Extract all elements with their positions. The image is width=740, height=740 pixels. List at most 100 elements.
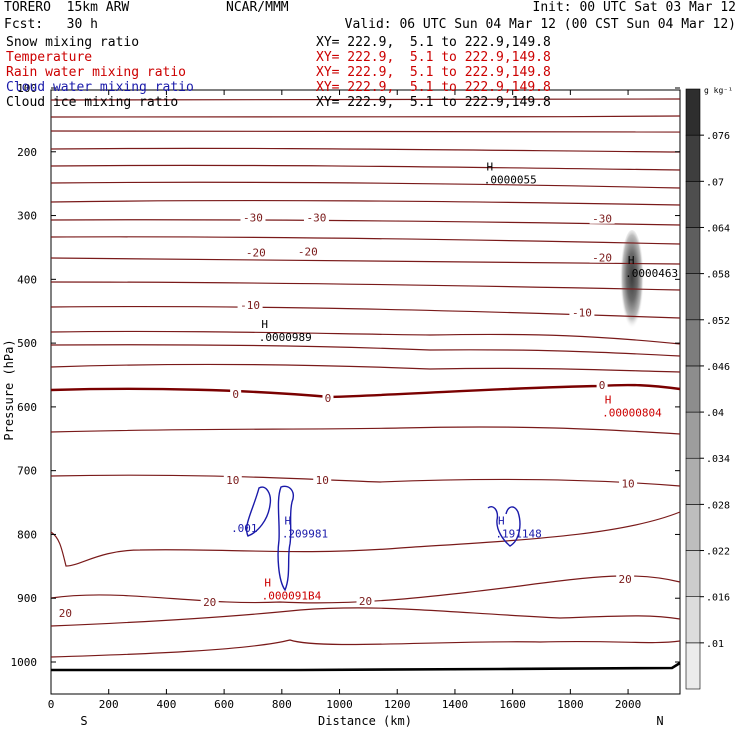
temperature-label: 0 (325, 392, 332, 405)
isotherm-line (50, 181, 681, 189)
center-title: NCAR/MMM (226, 0, 289, 15)
colorbar-swatch (685, 596, 701, 644)
cloud-water-label: .001 (231, 522, 258, 535)
colorbar-label: .07 (706, 177, 724, 188)
y-tick-label: 1000 (11, 656, 38, 669)
plot-frame (50, 89, 681, 695)
isotherm-line (50, 281, 681, 291)
field-name: Cloud ice mixing ratio (6, 95, 179, 110)
isotherm-line (50, 164, 681, 171)
isotherm-line (50, 426, 681, 435)
temperature-label: -20 (246, 247, 266, 260)
x-tick-label: 2000 (615, 698, 642, 711)
field-name: Cloud water mixing ratio (6, 80, 194, 95)
x-tick-label: 400 (156, 698, 176, 711)
x-tick-label: 1000 (326, 698, 353, 711)
y-tick-label: 100 (17, 82, 37, 95)
colorbar-swatch (685, 411, 701, 459)
x-tick-label: 1600 (499, 698, 526, 711)
colorbar-label: .064 (706, 223, 730, 234)
isotherm-line (50, 147, 681, 153)
temperature-label-bg (356, 593, 375, 606)
temperature-label: 0 (599, 379, 606, 392)
y-tick-label: 600 (17, 401, 37, 414)
max-value: .191148 (495, 527, 541, 540)
temperature-label: 20 (619, 573, 632, 586)
cloud-water-contour (277, 485, 294, 592)
endpoint-left: S (80, 714, 87, 728)
colorbar-swatch (685, 365, 701, 413)
temperature-label: 20 (59, 607, 72, 620)
colorbar-swatch (685, 550, 701, 597)
isotherm-line (50, 330, 681, 345)
field-xy: XY= 222.9, 5.1 to 222.9,149.8 (316, 80, 551, 95)
field-xy: XY= 222.9, 5.1 to 222.9,149.8 (316, 95, 551, 110)
x-tick-label: 1800 (557, 698, 584, 711)
max-marker: H (285, 514, 292, 527)
temperature-label-bg (569, 305, 595, 318)
y-axis-label: Pressure (hPa) (2, 339, 16, 440)
max-marker: H (264, 576, 271, 589)
maxima-labels: H.0000055H.0000463H.0000989H.00000804H.2… (231, 160, 678, 602)
colorbar-label: .052 (706, 316, 730, 327)
isotherm-line (50, 607, 681, 627)
temperature-label-bg (223, 473, 242, 486)
colorbar-swatch (685, 88, 701, 136)
max-marker: H (498, 514, 505, 527)
temperature-label: 10 (316, 474, 329, 487)
colorbar-swatch (685, 642, 701, 690)
x-tick-label: 1200 (384, 698, 411, 711)
x-tick-label: 1400 (442, 698, 469, 711)
colorbar-swatch (685, 134, 701, 182)
colorbar-swatch (685, 504, 701, 551)
x-axis-label: Distance (km) (318, 714, 412, 728)
temperature-label-bg (200, 595, 219, 608)
temperature-label-bg (616, 572, 635, 585)
isotherm-line (50, 98, 681, 101)
temperature-label: 20 (359, 595, 372, 608)
temperature-label: 20 (203, 596, 216, 609)
field-xy: XY= 222.9, 5.1 to 222.9,149.8 (316, 65, 551, 80)
temperature-label: -30 (243, 211, 263, 224)
max-value: .0000055 (484, 173, 537, 186)
max-marker: H (605, 393, 612, 406)
temperature-label: -20 (592, 252, 612, 265)
isotherm-line (50, 344, 681, 357)
temperature-label-bg (243, 245, 269, 258)
temperature-label: -10 (240, 299, 260, 312)
colorbar-unit: g kg⁻¹ (704, 86, 733, 95)
y-tick-label: 300 (17, 210, 37, 223)
temperature-label: 10 (226, 474, 239, 487)
temperature-label-bg (295, 244, 321, 257)
cloud-water-contour (246, 486, 272, 537)
init-time: Init: 00 UTC Sat 03 Mar 12 (532, 0, 737, 15)
colorbar-label: .022 (706, 547, 730, 558)
temperature-labels: -30 -30 -30 -20 -20 -20 -10 -10 0 0 0 10 10 10 20 20 20 2… (56, 210, 638, 620)
y-tick-label: 800 (17, 528, 37, 541)
temperature-label-bg (240, 210, 266, 223)
field-xy: XY= 222.9, 5.1 to 222.9,149.8 (316, 50, 551, 65)
temperature-label: -30 (592, 213, 612, 226)
axes: 0 200 400 600 800 1000 1200 1400 1600 1800 2000100… (11, 82, 680, 711)
field-name: Snow mixing ratio (6, 35, 140, 50)
max-value: .0000989 (259, 331, 312, 344)
temperature-label-bg (619, 476, 638, 489)
temperature-label-bg (596, 378, 608, 391)
temperature-label: -20 (298, 245, 318, 258)
colorbar-swatch (685, 273, 701, 321)
colorbar: .01 .016 .022 .028 .034 .04 .046 .052 .058 .064 .0… (685, 86, 733, 690)
freezing-level-line (50, 383, 681, 399)
forecast-hour: Fcst: 30 h (4, 17, 98, 32)
colorbar-label: .058 (706, 270, 730, 281)
temperature-label-bg (313, 473, 332, 486)
y-tick-label: 900 (17, 592, 37, 605)
cloud-water-contours (246, 485, 521, 592)
max-marker: H (628, 254, 635, 267)
colorbar-label: .034 (706, 454, 730, 465)
temperature-label: 10 (621, 477, 634, 490)
y-tick-label: 400 (17, 273, 37, 286)
temperature-label-bg (589, 250, 615, 263)
endpoint-right: N (656, 714, 663, 728)
temperature-label-bg (589, 211, 615, 224)
